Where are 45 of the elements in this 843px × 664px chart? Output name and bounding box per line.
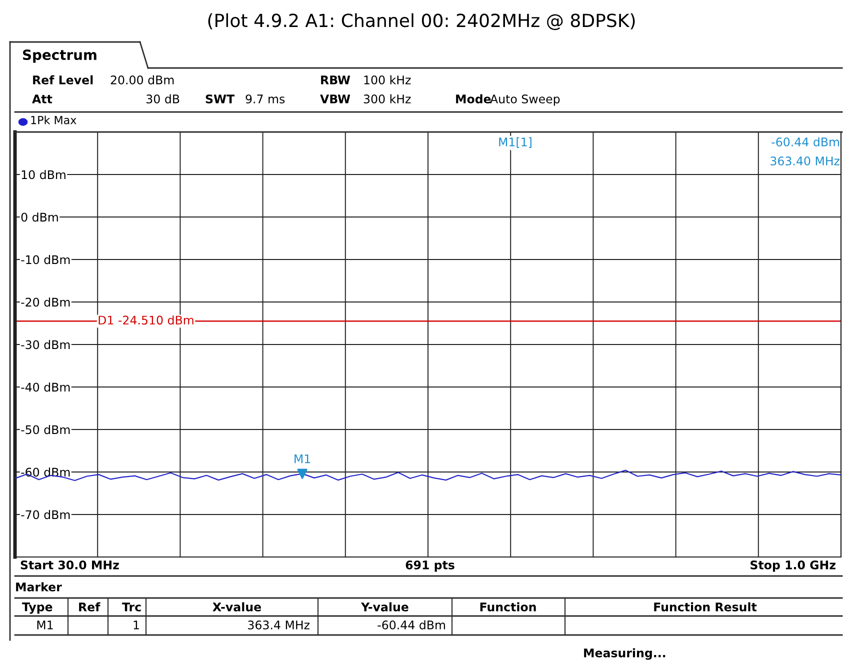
text: Spectrum — [22, 50, 96, 63]
text: Mode — [456, 94, 491, 104]
text: 691 pts — [406, 560, 454, 572]
text: Marker — [16, 582, 62, 592]
text: Auto Sweep — [490, 94, 560, 106]
y-tick-label: -70 dBm — [21, 510, 70, 520]
text: Trc — [122, 602, 141, 612]
text: -60.44 dBm — [378, 620, 445, 630]
y-tick-label: -30 dBm — [21, 340, 70, 350]
text: 20.00 dBm — [110, 75, 174, 84]
text: VBW — [320, 94, 350, 104]
text: SWT — [206, 94, 235, 104]
text: Ref Level — [33, 75, 93, 84]
annotation: M1[1] — [499, 137, 532, 148]
y-tick-label: -10 dBm — [21, 255, 70, 264]
text: X-value — [212, 602, 262, 612]
text: Function — [480, 602, 536, 612]
line-series — [15, 470, 841, 482]
y-tick-label: 0 dBm — [21, 212, 58, 222]
chart-title: (Plot 4.9.2 A1: Channel 00: 2402MHz @ 8DPSK) — [208, 13, 635, 30]
y-tick-label: -40 dBm — [21, 382, 70, 392]
text: Measuring... — [584, 648, 666, 660]
text: 9.7 ms — [246, 94, 285, 104]
text: Type — [22, 602, 52, 614]
text: 30 dB — [146, 94, 180, 104]
text: Y-value — [360, 602, 408, 612]
text: Function Result — [654, 602, 757, 612]
y-tick-label: -50 dBm — [21, 425, 70, 434]
ref-line-label: D1 -24.510 dBm — [98, 315, 194, 325]
text: 1Pk Max — [31, 116, 76, 124]
text: 300 kHz — [364, 94, 411, 104]
text: 1 — [134, 620, 139, 630]
annotation: -60.44 dBm — [772, 137, 839, 146]
y-tick-label: -20 dBm — [21, 298, 70, 307]
annotation: 363.40 MHz — [770, 156, 840, 166]
text: RBW — [321, 76, 350, 84]
y-tick-label: 10 dBm — [22, 170, 66, 180]
text: Start 30.0 MHz — [20, 560, 119, 570]
text: Att — [32, 94, 52, 104]
annotation: M1 — [294, 454, 310, 464]
text: Stop 1.0 GHz — [750, 560, 836, 572]
text: Ref — [79, 602, 100, 612]
text: 100 kHz — [364, 75, 411, 84]
text: M1 — [37, 620, 53, 630]
text: 363.4 MHz — [248, 620, 310, 630]
